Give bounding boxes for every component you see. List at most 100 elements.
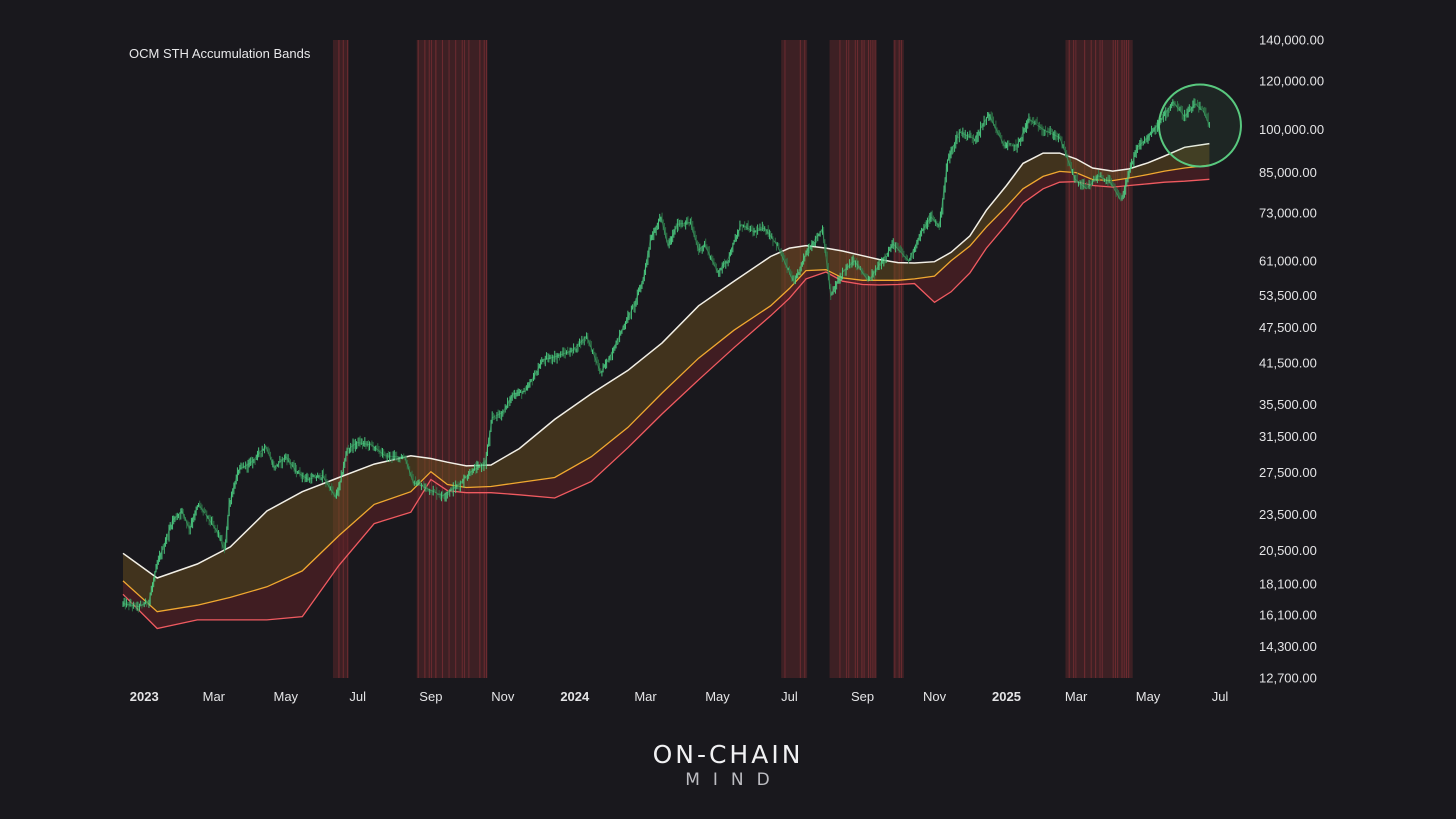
- highlight-zone-stripe: [848, 40, 850, 678]
- highlight-zone-stripe: [461, 40, 463, 678]
- highlight-zone-stripe: [479, 40, 481, 678]
- highlight-zone-stripe: [417, 40, 419, 678]
- x-tick-label: Mar: [634, 689, 657, 704]
- y-tick-label: 100,000.00: [1259, 122, 1324, 137]
- y-tick-label: 120,000.00: [1259, 73, 1324, 88]
- y-tick-label: 41,500.00: [1259, 356, 1317, 371]
- highlight-zone-stripe: [1075, 40, 1077, 678]
- highlight-zone-stripe: [1121, 40, 1123, 678]
- highlight-zone-stripe: [900, 40, 902, 678]
- x-tick-label: May: [273, 689, 298, 704]
- price-series: [122, 98, 1210, 613]
- highlight-zone-stripe: [839, 40, 841, 678]
- highlight-zone-stripe: [468, 40, 470, 678]
- highlight-zone-stripe: [804, 40, 806, 678]
- x-axis: 2023 Mar May Jul Sep Nov 2024 Mar May Jul Sep Nov 20…: [130, 689, 1229, 704]
- highlight-zone-stripe: [424, 40, 426, 678]
- annotations: [1157, 83, 1242, 168]
- highlight-zone-stripe: [894, 40, 896, 678]
- x-tick-label: 2024: [560, 689, 590, 704]
- y-axis: 140,000.00 120,000.00 100,000.00 85,000.00 7…: [1259, 33, 1324, 686]
- x-tick-label: May: [1136, 689, 1161, 704]
- upper-band-fill: [123, 143, 1210, 612]
- x-tick-label: Jul: [349, 689, 366, 704]
- y-tick-label: 35,500.00: [1259, 397, 1317, 412]
- highlight-zone-stripe: [485, 40, 488, 678]
- highlight-zone-stripe: [455, 40, 457, 678]
- highlight-zone-stripe: [872, 40, 874, 678]
- highlight-circle: [1157, 83, 1242, 168]
- x-tick-label: 2025: [992, 689, 1021, 704]
- highlight-zone-stripe: [1101, 40, 1103, 678]
- price-line: [122, 100, 1210, 608]
- y-tick-label: 47,500.00: [1259, 320, 1317, 335]
- x-tick-label: Nov: [923, 689, 947, 704]
- brand-logo-sub: MIND: [685, 770, 783, 790]
- upper-band-line: [122, 142, 1210, 579]
- highlight-zone-stripe: [338, 40, 340, 678]
- highlight-zone-stripe: [863, 40, 865, 678]
- highlight-zone-stripe: [1117, 40, 1119, 678]
- highlight-zone-stripe: [854, 40, 856, 678]
- y-tick-label: 73,000.00: [1259, 206, 1317, 221]
- y-tick-label: 16,100.00: [1259, 607, 1317, 622]
- highlight-zone-stripe: [856, 40, 859, 678]
- y-tick-label: 53,500.00: [1259, 288, 1317, 303]
- highlight-zone-stripe: [1099, 40, 1101, 678]
- highlight-zone-stripe: [1112, 40, 1114, 678]
- x-tick-label: May: [705, 689, 730, 704]
- y-tick-label: 12,700.00: [1259, 671, 1317, 686]
- highlight-zone: [829, 40, 877, 678]
- highlight-zone-stripe: [1114, 40, 1116, 678]
- highlight-zone: [332, 40, 349, 678]
- highlight-zone-stripe: [799, 40, 801, 678]
- y-tick-label: 20,500.00: [1259, 543, 1317, 558]
- highlight-zone-stripe: [342, 40, 344, 678]
- x-tick-label: Sep: [851, 689, 874, 704]
- chart-title: OCM STH Accumulation Bands: [129, 46, 311, 61]
- x-tick-label: Nov: [491, 689, 515, 704]
- middle-band-line: [122, 164, 1210, 613]
- highlight-zone: [781, 40, 808, 678]
- x-tick-label: Sep: [419, 689, 442, 704]
- highlight-zone-stripe: [874, 40, 876, 678]
- highlight-zone-stripe: [483, 40, 485, 678]
- highlight-zone-stripe: [867, 40, 870, 678]
- highlight-zone-stripe: [898, 40, 900, 678]
- highlight-zone-stripe: [1125, 40, 1127, 678]
- y-tick-label: 23,500.00: [1259, 507, 1317, 522]
- highlight-zone-stripe: [1090, 40, 1092, 678]
- highlight-zone-stripe: [1123, 40, 1125, 678]
- highlight-zone-stripe: [1128, 40, 1130, 678]
- highlight-zone-stripe: [428, 40, 430, 678]
- y-tick-label: 61,000.00: [1259, 253, 1317, 268]
- highlight-zone-stripe: [347, 40, 349, 678]
- highlight-zone: [416, 40, 488, 678]
- y-tick-label: 31,500.00: [1259, 429, 1317, 444]
- x-tick-label: Mar: [203, 689, 226, 704]
- highlight-zone-stripe: [1068, 40, 1070, 678]
- highlight-zone: [893, 40, 904, 678]
- accumulation-bands: [122, 142, 1210, 630]
- highlight-zone-stripe: [1073, 40, 1075, 678]
- x-tick-label: Mar: [1065, 689, 1088, 704]
- highlight-zone-stripe: [448, 40, 450, 678]
- y-tick-label: 18,100.00: [1259, 576, 1317, 591]
- y-tick-label: 14,300.00: [1259, 639, 1317, 654]
- lower-band-line: [122, 178, 1210, 630]
- highlight-zone-stripe: [1084, 40, 1086, 678]
- highlight-zone-stripe: [870, 40, 872, 678]
- highlight-zones: [332, 40, 1133, 678]
- highlight-zone-stripe: [1095, 40, 1097, 678]
- y-tick-label: 27,500.00: [1259, 465, 1317, 480]
- y-tick-label: 140,000.00: [1259, 33, 1324, 48]
- highlight-zone-stripe: [441, 40, 444, 678]
- brand-logo-main: ON-CHAIN: [652, 740, 804, 769]
- y-tick-label: 85,000.00: [1259, 165, 1317, 180]
- highlight-zone-stripe: [845, 40, 848, 678]
- highlight-zone-stripe: [861, 40, 863, 678]
- highlight-zone-stripe: [463, 40, 466, 678]
- x-tick-label: Jul: [781, 689, 798, 704]
- x-tick-label: 2023: [130, 689, 159, 704]
